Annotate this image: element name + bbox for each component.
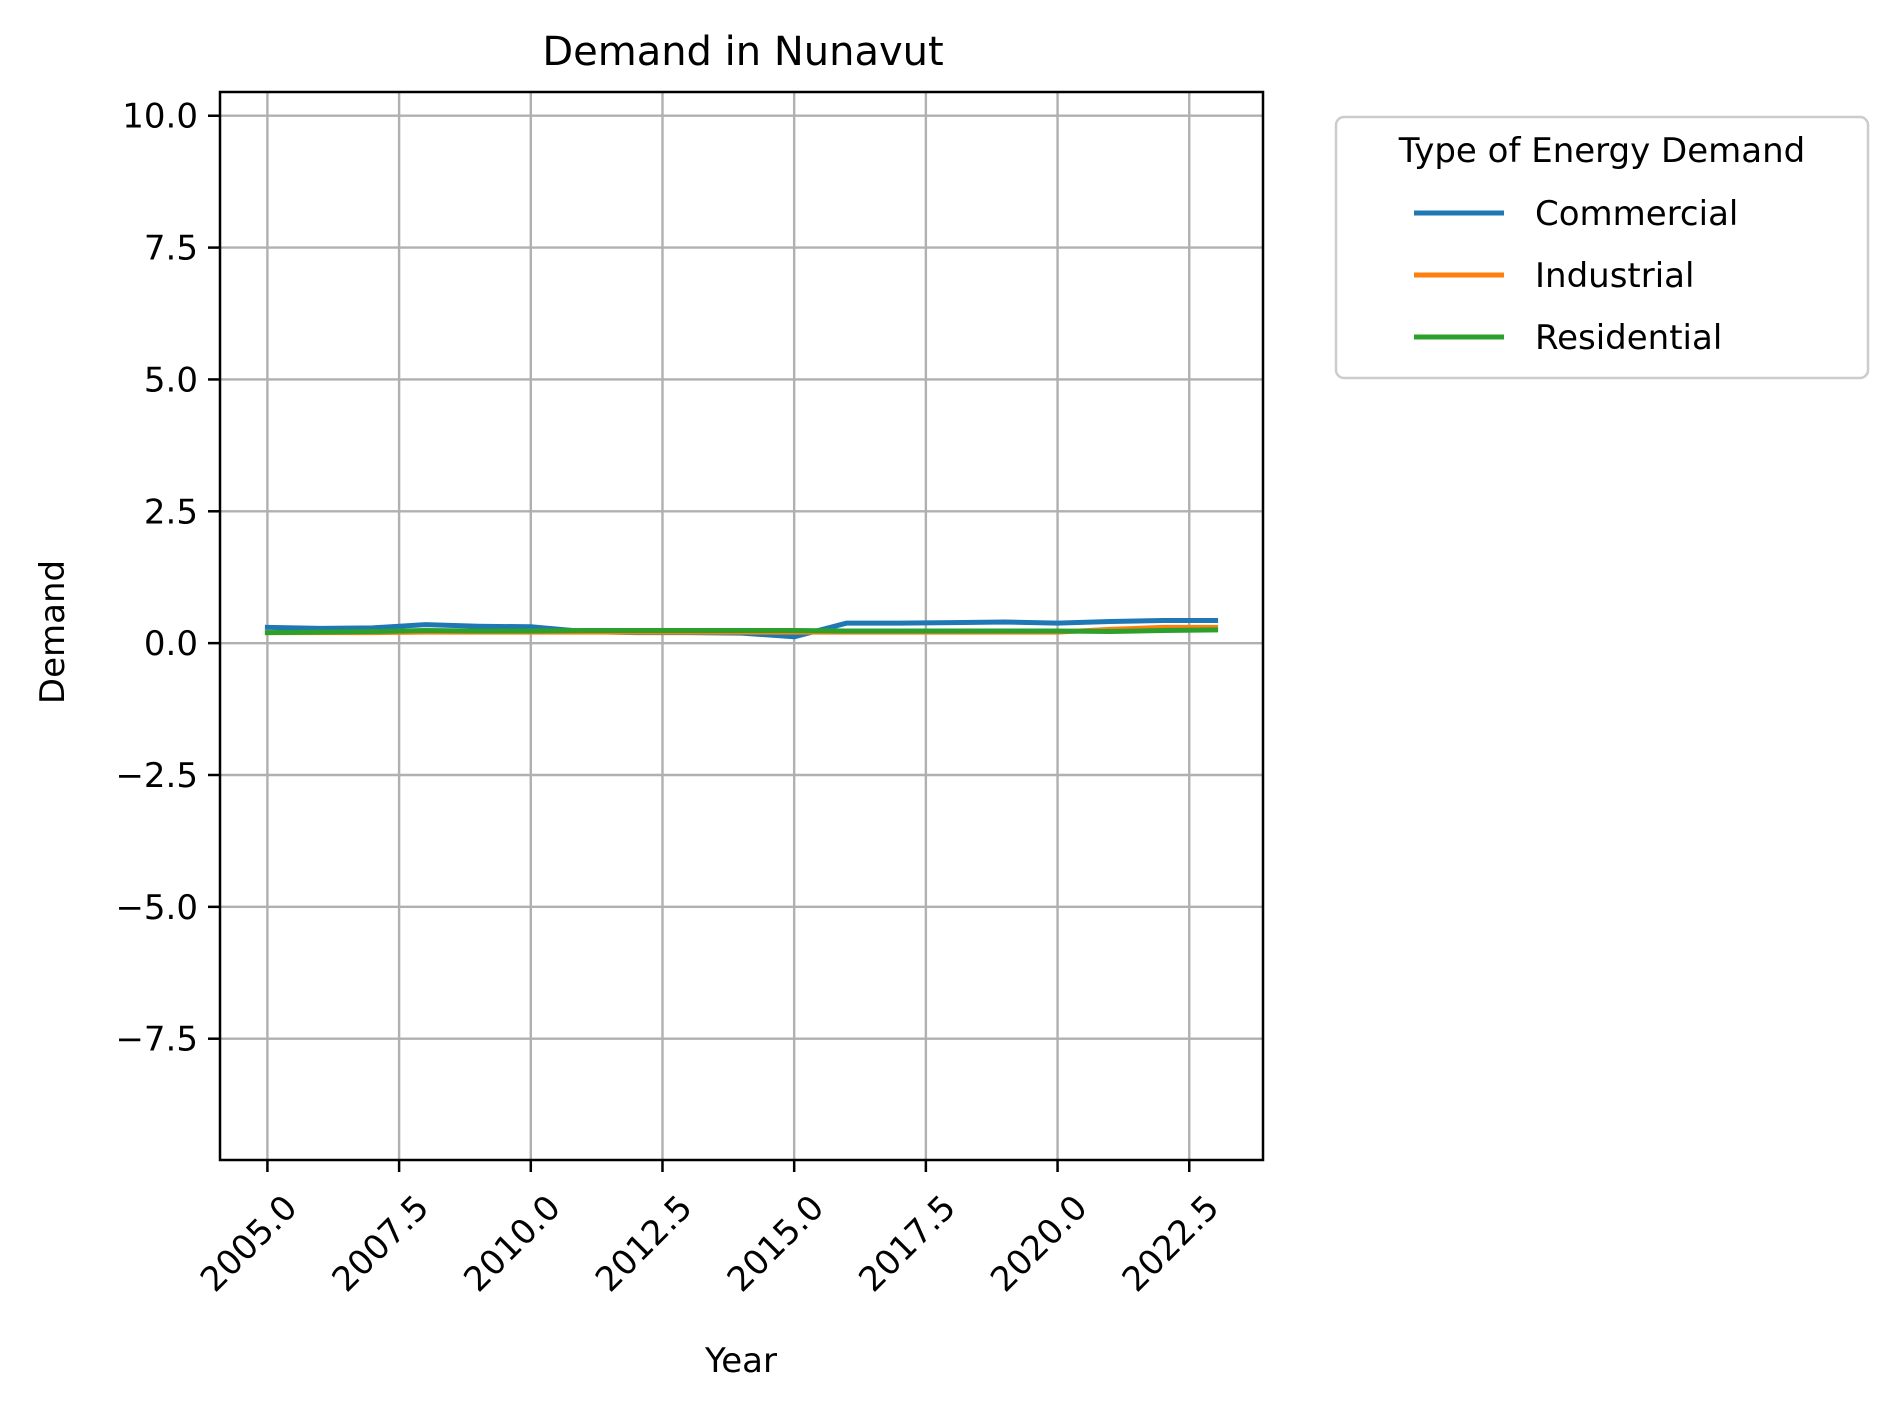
legend-label-residential: Residential <box>1535 318 1722 358</box>
legend: Type of Energy Demand Commercial Industri… <box>1334 115 1870 380</box>
y-tick-label: 2.5 <box>144 492 198 532</box>
y-tick-label: 10.0 <box>122 97 198 137</box>
chart-title: Demand in Nunavut <box>542 29 943 75</box>
y-tick-label: 0.0 <box>144 624 198 664</box>
legend-label-industrial: Industrial <box>1535 256 1694 296</box>
y-axis-label: Demand <box>33 560 73 704</box>
grid-lines <box>220 92 1263 1160</box>
plot-frame <box>218 90 1265 1162</box>
legend-title: Type of Energy Demand <box>1398 131 1806 171</box>
y-tick-label: −7.5 <box>115 1020 198 1060</box>
y-tick-label: 5.0 <box>144 360 198 400</box>
series-lines <box>264 617 1219 640</box>
x-axis-label: Year <box>704 1341 777 1381</box>
legend-frame <box>1334 115 1870 380</box>
series-line-residential <box>264 627 1219 636</box>
y-tick-label: 7.5 <box>144 229 198 269</box>
legend-label-commercial: Commercial <box>1535 194 1738 234</box>
y-tick-label: −5.0 <box>115 888 198 928</box>
y-tick-label: −2.5 <box>115 756 198 796</box>
